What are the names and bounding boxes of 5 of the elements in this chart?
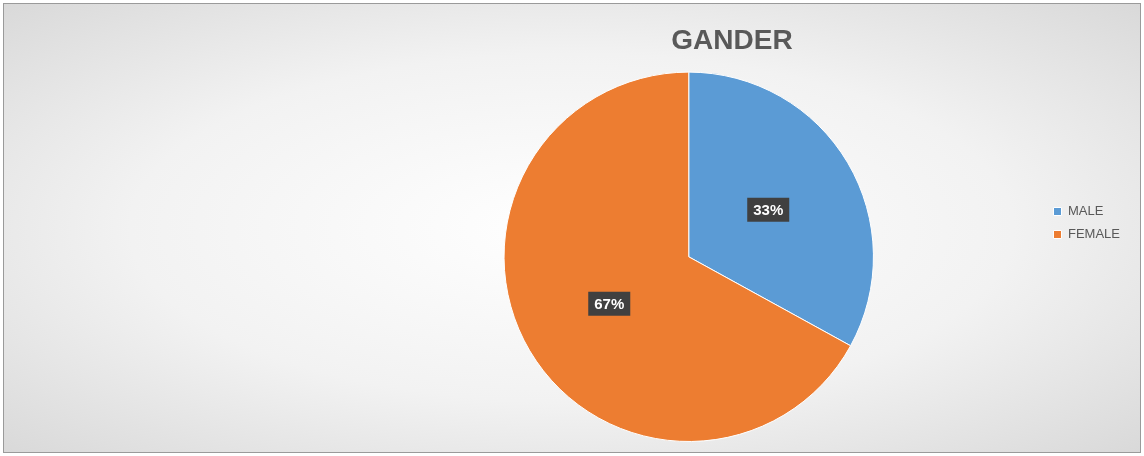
legend-label: FEMALE	[1067, 226, 1121, 242]
chart-title: GANDER	[671, 23, 793, 55]
data-label: 33%	[753, 200, 784, 218]
legend-label: MALE	[1067, 203, 1104, 219]
data-label: 67%	[594, 294, 625, 312]
